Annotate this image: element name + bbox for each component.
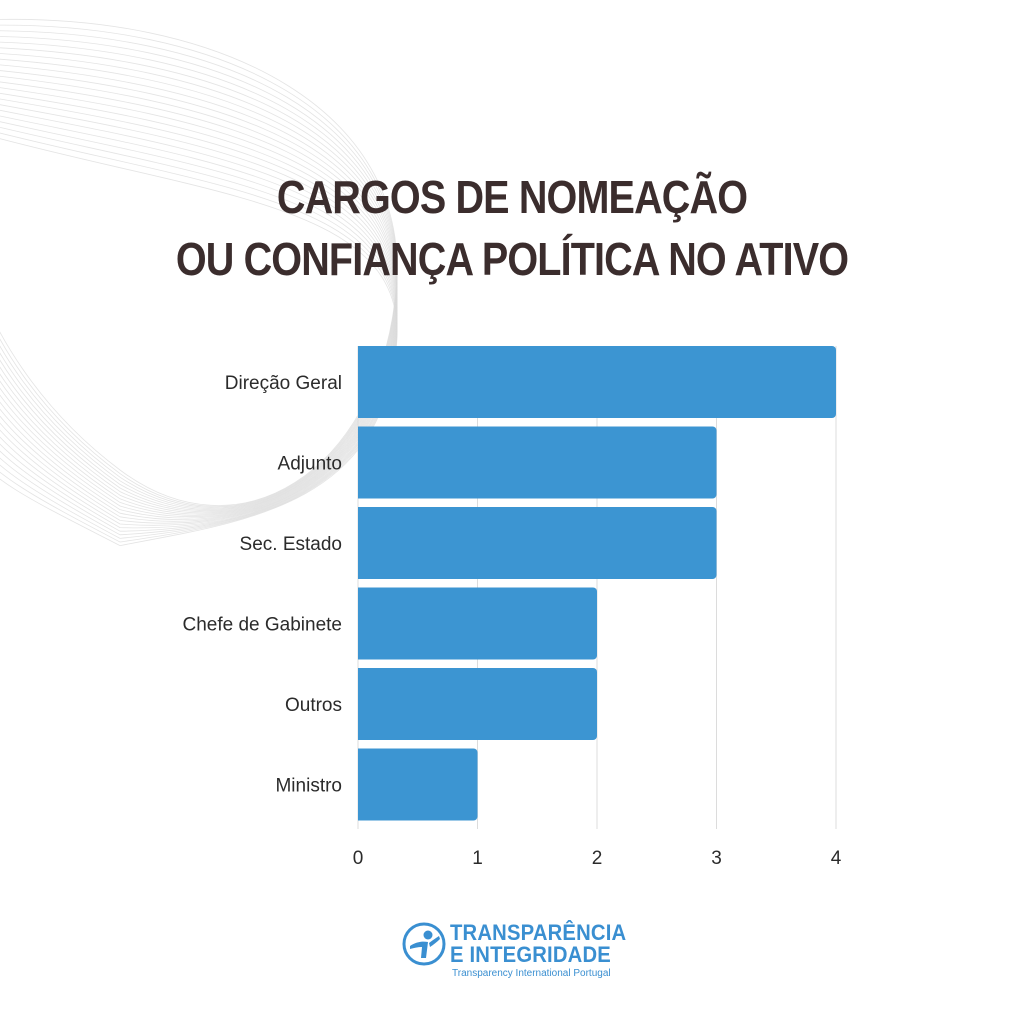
x-tick-label: 0	[353, 848, 364, 869]
bar-ministro	[358, 748, 478, 821]
bar-outros	[358, 668, 597, 740]
logo-text-line-1: TRANSPARÊNCIA	[450, 920, 627, 945]
wave-line	[0, 18, 398, 506]
bar-edge	[358, 507, 364, 579]
wave-line	[0, 30, 398, 508]
category-label: Sec. Estado	[240, 534, 342, 555]
x-tick-label: 3	[711, 848, 722, 869]
bar-edge	[358, 668, 364, 740]
bar-edge	[358, 346, 364, 418]
bar-edge	[358, 748, 364, 821]
bar-chefe-de-gabinete	[358, 587, 597, 660]
bar-edge	[358, 587, 364, 660]
x-tick-label: 4	[831, 848, 842, 869]
category-labels: Direção Geral Adjunto Sec. Estado Chefe de …	[182, 373, 342, 797]
category-label: Adjunto	[278, 454, 342, 475]
chart-title-line-2: OU CONFIANÇA POLÍTICA NO ATIVO	[175, 233, 849, 285]
category-label: Ministro	[275, 776, 342, 797]
x-tick-label: 1	[472, 848, 483, 869]
chart-title-line-1: CARGOS DE NOMEAÇÃO	[276, 171, 748, 223]
wave-line	[0, 36, 398, 509]
bar-dire-o-geral	[358, 346, 836, 418]
wave-line	[0, 53, 398, 513]
bar-adjunto	[358, 426, 717, 499]
wave-line	[0, 47, 398, 511]
wave-line	[0, 64, 398, 515]
organization-logo: TRANSPARÊNCIA E INTEGRIDADE Transparency…	[400, 918, 630, 988]
bars	[358, 346, 836, 821]
logo-text-line-2: E INTEGRIDADE	[450, 942, 611, 967]
logo-subtitle: Transparency International Portugal	[452, 968, 611, 979]
category-label: Chefe de Gabinete	[182, 615, 342, 636]
bar-sec-estado	[358, 507, 717, 579]
category-label: Outros	[285, 695, 342, 716]
x-tick-label: 2	[592, 848, 603, 869]
wave-line	[0, 24, 398, 507]
transparency-figure-icon	[402, 922, 446, 966]
wave-line	[0, 58, 398, 514]
wave-line	[0, 41, 398, 510]
category-label: Direção Geral	[225, 373, 342, 394]
x-axis-tick-labels: 0 1 2 3 4	[353, 848, 842, 869]
bar-edge	[358, 426, 364, 499]
